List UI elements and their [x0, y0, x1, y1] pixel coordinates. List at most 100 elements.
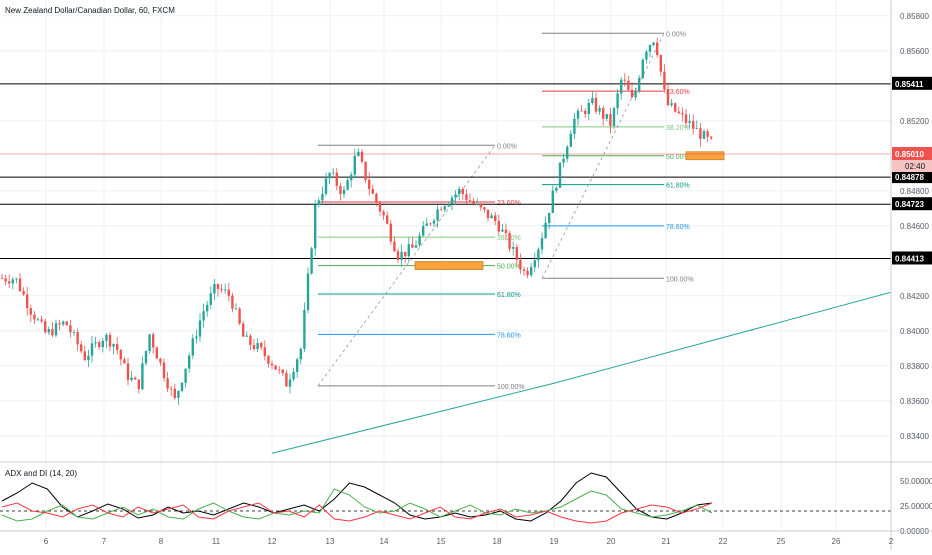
candle-body: [281, 369, 284, 373]
price-tick-label: 0.83800: [900, 362, 929, 371]
candle-body: [598, 108, 601, 112]
candle-body: [396, 251, 400, 260]
candle-body: [234, 308, 238, 310]
candle-body: [40, 319, 43, 322]
candle-body: [191, 338, 194, 356]
fib-2-level-label: 38.20%: [666, 125, 690, 132]
candle-body: [566, 146, 569, 159]
candle-body: [576, 110, 580, 119]
candle-body: [494, 215, 497, 221]
candle-body: [148, 334, 151, 351]
candle-body: [407, 244, 410, 257]
candle-body: [677, 111, 680, 113]
symbol-title: New Zealand Dollar/Canadian Dollar, 60, …: [5, 6, 175, 15]
candle-body: [641, 59, 644, 78]
candle-body: [242, 323, 245, 337]
candle-body: [580, 110, 583, 112]
candle-body: [684, 114, 688, 123]
candle-body: [594, 97, 598, 112]
candle-body: [36, 319, 40, 321]
candle-body: [47, 329, 50, 333]
candle-body: [465, 194, 468, 201]
candle-body: [90, 343, 94, 356]
candle-body: [263, 347, 266, 357]
candle-body: [69, 325, 72, 333]
candle-body: [339, 185, 342, 195]
candle-body: [321, 193, 324, 201]
candle-body: [515, 247, 518, 260]
candle-body: [29, 308, 32, 315]
candle-body: [137, 379, 140, 390]
candle-body: [659, 55, 662, 72]
fib-1-level-label: 61.80%: [497, 292, 521, 299]
candle-body: [454, 194, 457, 198]
candle-body: [76, 332, 79, 345]
fib-1-zone: [414, 261, 484, 270]
candle-body: [648, 45, 652, 52]
candle-body: [285, 372, 288, 387]
candle-body: [227, 289, 230, 296]
candle-body: [155, 347, 158, 359]
candle-body: [353, 155, 356, 175]
fib-2-zone: [685, 151, 725, 161]
time-tick-label: 14: [380, 537, 389, 546]
candle-body: [501, 229, 504, 232]
candle-body: [350, 174, 353, 181]
candle-body: [400, 251, 403, 260]
candle-body: [393, 241, 396, 252]
time-tick-label: 12: [268, 537, 277, 546]
candle-body: [645, 51, 648, 60]
candle-body: [209, 293, 212, 305]
candle-body: [692, 121, 695, 129]
fib-retracements: 0.00% 23.60% 38.20% 50.00% 61.80% 78.60% 100.0…: [317, 31, 725, 391]
candle-body: [432, 220, 436, 224]
candle-body: [314, 204, 317, 249]
candle-body: [670, 103, 673, 106]
candle-body: [360, 151, 364, 162]
candle-body: [162, 362, 166, 379]
candle-body: [620, 79, 623, 94]
candle-body: [551, 190, 554, 213]
candle-body: [130, 377, 133, 381]
candle-body: [710, 136, 713, 139]
candles: [0, 37, 713, 405]
candle-body: [306, 273, 310, 310]
price-tick-label: 0.83600: [900, 397, 929, 406]
candle-body: [324, 178, 328, 194]
candle-body: [256, 343, 259, 350]
candle-body: [216, 284, 220, 289]
candle-body: [386, 215, 389, 224]
candle-body: [558, 162, 562, 188]
candle-body: [508, 233, 511, 249]
candle-body: [346, 180, 349, 190]
candle-body: [101, 340, 104, 348]
price-label: 0.85010: [895, 150, 924, 159]
candle-body: [299, 348, 302, 360]
panel-tick-label: 50.00000: [900, 477, 932, 486]
candle-body: [317, 200, 320, 205]
time-tick-label: 2: [889, 537, 894, 546]
candle-body: [688, 121, 691, 123]
candle-body: [638, 77, 641, 92]
candle-body: [548, 212, 551, 223]
candle-body: [126, 363, 130, 381]
candle-body: [152, 334, 155, 348]
candle-body: [555, 187, 558, 191]
candle-body: [98, 342, 101, 348]
candle-body: [112, 344, 115, 347]
candle-body: [450, 197, 454, 204]
candle-body: [159, 358, 162, 363]
candle-body: [108, 334, 112, 347]
candle-body: [627, 80, 630, 90]
candle-body: [497, 220, 500, 232]
candle-body: [292, 371, 295, 380]
panel-tick-label: 25.00000: [900, 502, 932, 511]
price-label-box: [892, 251, 932, 265]
price-tick-label: 0.85600: [900, 47, 929, 56]
candle-body: [699, 128, 702, 139]
candle-body: [537, 249, 540, 261]
candle-body: [389, 223, 392, 242]
